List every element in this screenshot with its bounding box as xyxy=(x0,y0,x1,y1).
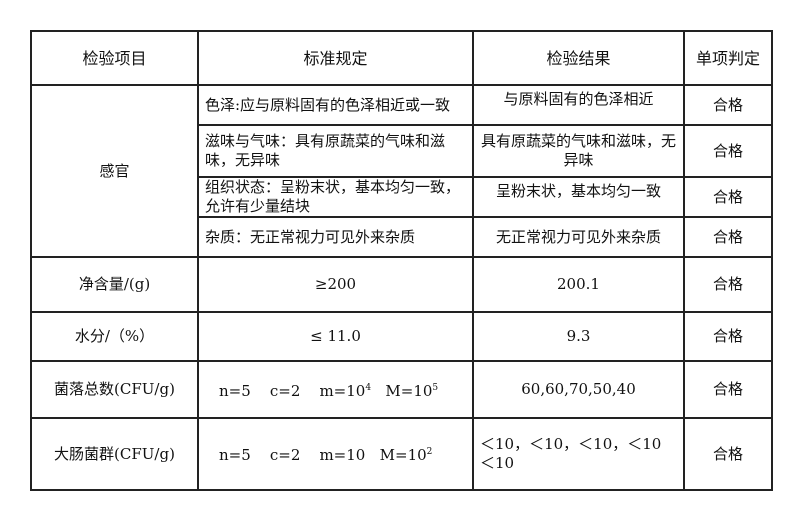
result-cell: 具有原蔬菜的气味和滋味，无异味 xyxy=(472,124,685,178)
standard-cell: n=5 c=2 m=104 M=105 xyxy=(197,360,474,419)
limit-m: m=10 xyxy=(319,446,366,464)
result-cell: 无正常视力可见外来杂质 xyxy=(472,216,685,258)
item-cell: 大肠菌群(CFU/g) xyxy=(30,417,199,491)
header-item: 检验项目 xyxy=(30,30,199,86)
table-row: 净含量/(g) ≥200 200.1 合格 xyxy=(30,256,773,313)
limit-m-exponent: 4 xyxy=(365,382,372,393)
table-row: 菌落总数(CFU/g) n=5 c=2 m=104 M=105 60,60,70… xyxy=(30,360,773,419)
table-row: 杂质：无正常视力可见外来杂质 无正常视力可见外来杂质 合格 xyxy=(31,216,773,258)
result-cell: 与原料固有的色泽相近 xyxy=(472,84,685,126)
verdict-cell: 合格 xyxy=(683,216,773,258)
header-row: 检验项目 标准规定 检验结果 单项判定 xyxy=(30,30,773,86)
standard-cell: 色泽:应与原料固有的色泽相近或一致 xyxy=(197,84,474,126)
limit-M: M=10 xyxy=(379,446,427,464)
item-cell: 水分/（%） xyxy=(30,311,199,362)
standard-cell: ≥200 xyxy=(197,256,474,313)
standard-cell: n=5 c=2 m=10 M=102 xyxy=(197,417,474,491)
item-cell: 菌落总数(CFU/g) xyxy=(30,360,199,419)
verdict-cell: 合格 xyxy=(683,256,773,313)
standard-cell: 组织状态：呈粉末状，基本均匀一致，允许有少量结块 xyxy=(197,176,474,218)
result-cell: ＜10，＜10，＜10，＜10 ＜10 xyxy=(472,417,685,491)
header-standard: 标准规定 xyxy=(197,30,474,86)
limit-M: M=10 xyxy=(385,381,433,400)
sampling-c: c=2 xyxy=(269,446,301,464)
result-cell: 200.1 xyxy=(472,256,685,313)
table-row: 大肠菌群(CFU/g) n=5 c=2 m=10 M=102 ＜10，＜10，＜… xyxy=(30,417,773,491)
result-cell: 呈粉末状，基本均匀一致 xyxy=(472,176,685,218)
sensory-item: 感官 xyxy=(30,84,199,258)
standard-cell: 滋味与气味：具有原蔬菜的气味和滋味，无异味 xyxy=(197,124,474,178)
table-row: 水分/（%） ≤ 11.0 9.3 合格 xyxy=(30,311,773,362)
standard-cell: 杂质：无正常视力可见外来杂质 xyxy=(197,216,474,258)
standard-cell: ≤ 11.0 xyxy=(197,311,474,362)
sampling-n: n=5 xyxy=(219,381,251,400)
verdict-cell: 合格 xyxy=(683,311,773,362)
table-row: 组织状态：呈粉末状，基本均匀一致，允许有少量结块 呈粉末状，基本均匀一致 合格 xyxy=(31,176,773,218)
table-row: 滋味与气味：具有原蔬菜的气味和滋味，无异味 具有原蔬菜的气味和滋味，无异味 合格 xyxy=(31,124,773,178)
inspection-table: 检验项目 标准规定 检验结果 单项判定 感官 色泽:应与原料固有的色泽相近或一致… xyxy=(30,30,773,491)
result-cell: 9.3 xyxy=(472,311,685,362)
limit-M-exponent: 2 xyxy=(426,447,433,457)
header-result: 检验结果 xyxy=(472,30,685,86)
sampling-n: n=5 xyxy=(219,446,251,464)
sampling-c: c=2 xyxy=(269,381,301,400)
verdict-cell: 合格 xyxy=(683,360,773,419)
item-cell: 净含量/(g) xyxy=(30,256,199,313)
verdict-cell: 合格 xyxy=(683,84,773,126)
verdict-cell: 合格 xyxy=(683,124,773,178)
result-cell: 60,60,70,50,40 xyxy=(472,360,685,419)
limit-m: m=10 xyxy=(319,381,366,400)
limit-M-exponent: 5 xyxy=(432,382,439,393)
verdict-cell: 合格 xyxy=(683,176,773,218)
header-verdict: 单项判定 xyxy=(683,30,773,86)
verdict-cell: 合格 xyxy=(683,417,773,491)
table-row: 感官 色泽:应与原料固有的色泽相近或一致 与原料固有的色泽相近 合格 xyxy=(30,84,773,258)
